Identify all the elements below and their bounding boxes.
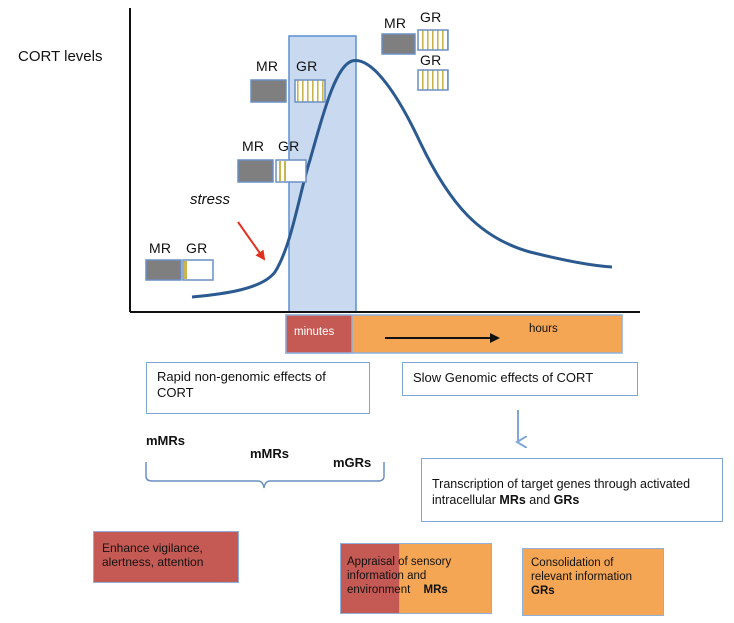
transcription-text: Transcription of target genes through ac…: [432, 477, 691, 507]
consolidation-box: Consolidation of relevant information GR…: [522, 548, 664, 616]
appraisal-content: Appraisal of sensory information and env…: [341, 544, 473, 597]
enhance-box: Enhance vigilance, alertness, attention: [93, 531, 239, 583]
membrane-brace: [145, 462, 385, 489]
receptor-pair-rising: [237, 159, 307, 183]
transcription-grs: GRs: [553, 493, 580, 507]
stress-arrow: [237, 221, 266, 261]
minutes-label: minutes: [294, 326, 335, 338]
y-axis-label: CORT levels: [18, 48, 103, 65]
transcription-mrs: MRs: [499, 493, 526, 507]
stress-label: stress: [190, 191, 231, 208]
appraisal-red-segment: [339, 542, 400, 614]
rapid-effects-box: Rapid non-genomic effects of CORT: [146, 362, 370, 414]
mr-label: MR: [384, 15, 407, 31]
transcription-box: Transcription of target genes through ac…: [421, 458, 723, 522]
gr-label: GR: [420, 52, 442, 68]
mmrs-label: mMRs: [146, 433, 186, 448]
enhance-text: Enhance vigilance, alertness, attention: [102, 541, 204, 569]
hours-label: hours: [529, 323, 558, 335]
mr-label: MR: [242, 138, 265, 154]
transcription-and: and: [529, 493, 551, 507]
mr-label: MR: [256, 58, 279, 74]
receptor-pair-high: [250, 79, 326, 103]
receptor-pair-baseline: [145, 259, 214, 281]
slow-effects-box: Slow Genomic effects of CORT: [402, 362, 638, 396]
appraisal-mrs: MRs: [423, 584, 448, 596]
gr-label: GR: [420, 9, 442, 25]
gr-label: GR: [186, 240, 208, 256]
receptor-pair-peak: [381, 29, 449, 91]
mmrs-label: mMRs: [250, 446, 290, 461]
gr-label: GR: [278, 138, 300, 154]
slow-effects-text: Slow Genomic effects of CORT: [413, 370, 594, 385]
minutes-bar: [285, 314, 353, 354]
consolidation-text: Consolidation of relevant information: [531, 557, 632, 583]
consolidation-grs: GRs: [531, 585, 555, 597]
appraisal-box: Appraisal of sensory information and env…: [339, 542, 492, 614]
mr-label: MR: [149, 240, 172, 256]
rapid-effects-text: Rapid non-genomic effects of CORT: [157, 369, 326, 400]
appraisal-text: Appraisal of sensory information and env…: [347, 556, 452, 596]
cort-curve: [191, 59, 613, 299]
gr-label: GR: [296, 58, 318, 74]
mgrs-label: mGRs: [333, 455, 372, 470]
